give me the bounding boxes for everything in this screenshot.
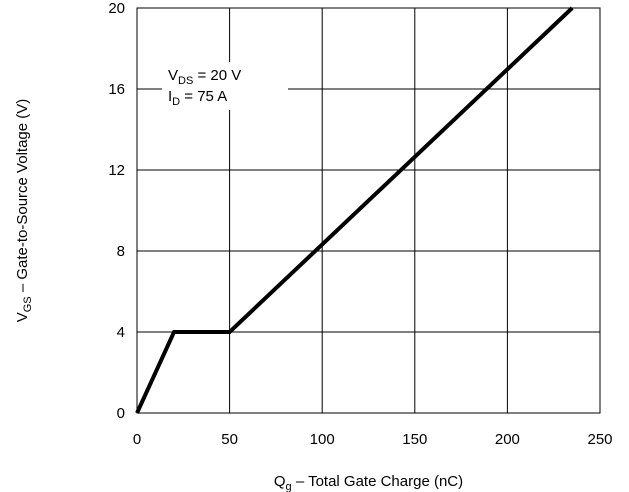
annotation-background (162, 62, 288, 110)
x-axis-label: Qg – Total Gate Charge (nC) (274, 473, 463, 492)
x-tick-label-1: 50 (221, 431, 238, 448)
x-tick-label-2: 100 (310, 431, 335, 448)
annotation-vds: VDS = 20 V (168, 67, 241, 87)
annotation-id: ID = 75 A (168, 88, 227, 108)
y-tick-labels: 0 4 8 12 16 20 (108, 0, 125, 422)
x-tick-label-3: 150 (402, 431, 427, 448)
y-tick-label-5: 20 (108, 0, 125, 17)
plot-frame (136, 7, 601, 414)
y-tick-label-4: 16 (108, 81, 125, 98)
x-tick-label-0: 0 (133, 431, 141, 448)
y-tick-label-2: 8 (117, 243, 125, 260)
y-tick-label-1: 4 (117, 324, 125, 341)
y-axis-label: VGS – Gate-to-Source Voltage (V) (14, 99, 34, 323)
y-tick-label-0: 0 (117, 405, 125, 422)
y-tick-label-3: 12 (108, 162, 125, 179)
x-tick-labels: 0 50 100 150 200 250 (133, 431, 613, 448)
x-tick-label-4: 200 (495, 431, 520, 448)
x-tick-label-5: 250 (587, 431, 612, 448)
series-line (135, 6, 574, 414)
